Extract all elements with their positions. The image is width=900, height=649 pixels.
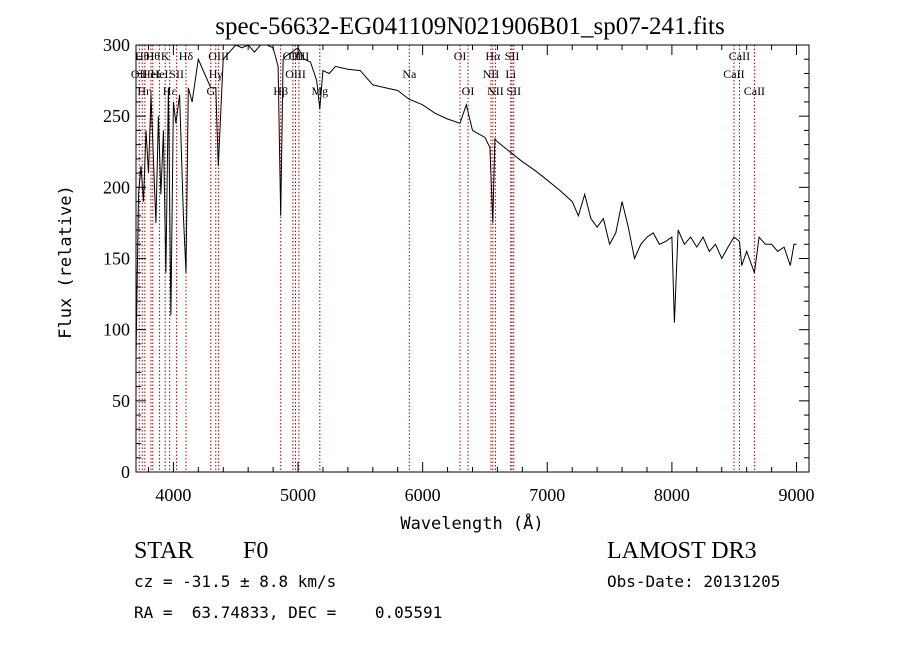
line-label: HeI: [151, 67, 169, 81]
line-label: Li: [505, 67, 516, 81]
coordinates: RA = 63.74833, DEC = 0.05591: [134, 603, 443, 622]
line-label: CaII: [723, 67, 744, 81]
x-tick-label: 8000: [654, 485, 690, 505]
line-label: OI: [462, 84, 475, 98]
spectral-line-labels: OIIHθHηHeIHθHeIKHεSIIHδGHγOIIIHβOIIIOIII…: [131, 49, 765, 98]
plot-frame: [135, 44, 810, 473]
spectrum-line: [135, 44, 797, 359]
line-label: SII: [506, 84, 521, 98]
y-tick-label: 250: [103, 106, 130, 126]
line-label: Hδ: [179, 49, 194, 63]
subclass-label: F0: [243, 538, 269, 564]
x-tick-label: 4000: [155, 485, 191, 505]
y-tick-label: 0: [121, 462, 130, 482]
y-axis-ticks: 0 50 100 150 200 250 300: [103, 35, 809, 482]
line-label: OIII: [208, 49, 229, 63]
class-label: STAR: [134, 538, 194, 564]
x-tick-label: 5000: [280, 485, 316, 505]
line-label: SII: [505, 49, 520, 63]
line-label: OIII: [289, 49, 310, 63]
y-tick-label: 150: [103, 249, 130, 269]
line-label: OII: [131, 67, 148, 81]
y-axis-label: Flux (relative): [56, 185, 76, 339]
line-label: NII: [487, 84, 504, 98]
line-label: Hθ: [146, 49, 161, 63]
line-label: OIII: [285, 67, 306, 81]
observation-date: Obs-Date: 20131205: [607, 572, 781, 591]
line-label: CaII: [744, 84, 765, 98]
survey-label: LAMOST DR3: [607, 538, 757, 564]
x-tick-label: 7000: [529, 485, 565, 505]
y-tick-label: 200: [103, 177, 130, 197]
redshift-velocity: cz = -31.5 ± 8.8 km/s: [134, 572, 337, 591]
line-label: Hη: [137, 84, 152, 98]
y-tick-label: 300: [103, 35, 130, 55]
spectral-line-markers: [138, 45, 755, 472]
y-tick-label: 50: [112, 391, 130, 411]
line-label: Mg: [311, 84, 328, 98]
line-label: CaII: [729, 49, 750, 63]
chart-title: spec-56632-EG041109N021906B01_sp07-241.f…: [215, 13, 724, 40]
line-label: Na: [402, 67, 417, 81]
line-label: Hγ: [209, 67, 224, 81]
x-tick-label: 9000: [779, 485, 815, 505]
x-axis-ticks: 4000 5000 6000 7000 8000 9000: [147, 45, 815, 505]
line-label: Hε: [163, 84, 177, 98]
line-label: OI: [454, 49, 467, 63]
line-label: Hα: [485, 49, 501, 63]
line-label: NII: [483, 67, 500, 81]
y-tick-label: 100: [103, 320, 130, 340]
line-label: HeI: [142, 67, 160, 81]
line-label: SII: [169, 67, 184, 81]
x-tick-label: 6000: [405, 485, 441, 505]
line-label: Hβ: [273, 84, 288, 98]
x-axis-label: Wavelength (Å): [400, 512, 543, 534]
line-label: K: [161, 49, 170, 63]
line-label: G: [206, 84, 215, 98]
